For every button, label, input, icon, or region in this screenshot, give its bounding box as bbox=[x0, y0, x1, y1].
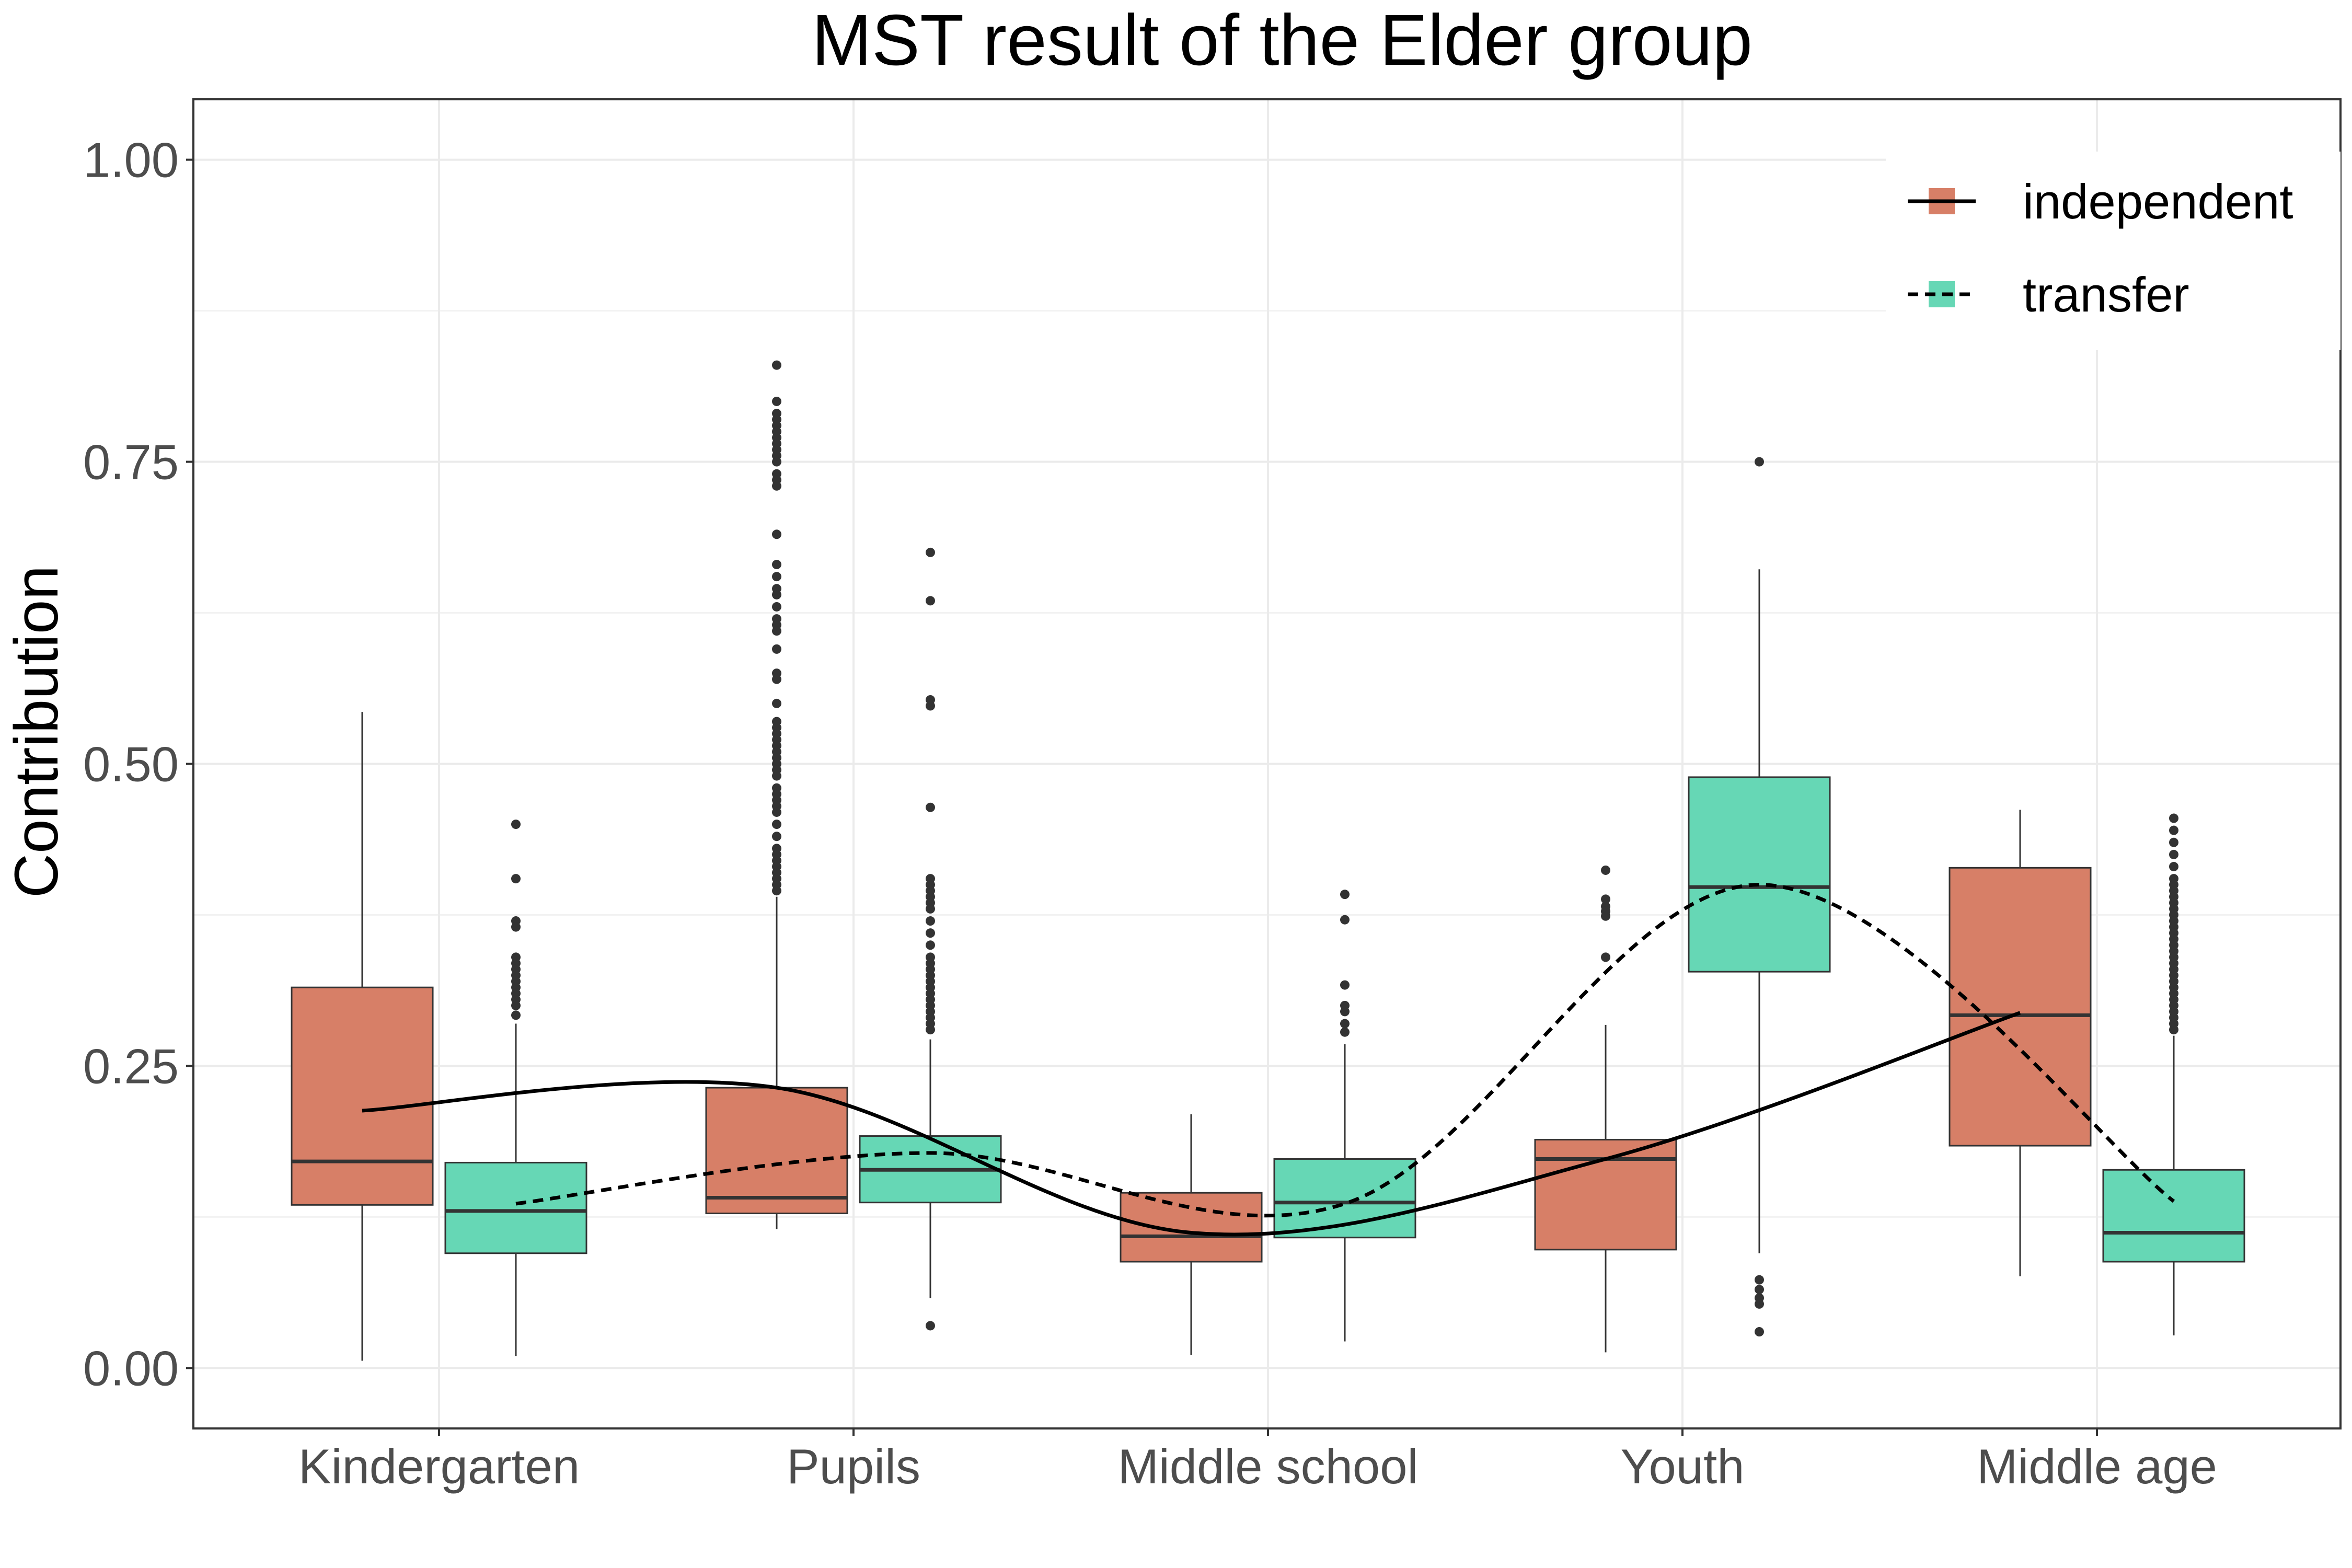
trend-line-transfer bbox=[515, 883, 2175, 1218]
outlier-point bbox=[772, 807, 781, 817]
box-independent-0 bbox=[291, 712, 434, 1361]
outlier-point bbox=[511, 1000, 521, 1010]
box-transfer-1 bbox=[859, 547, 1002, 1331]
box-body bbox=[1688, 776, 1831, 973]
outlier-point bbox=[1340, 1027, 1350, 1037]
outlier-point bbox=[1601, 911, 1610, 921]
box-independent-1 bbox=[705, 360, 848, 1229]
outlier-point bbox=[1340, 1019, 1350, 1029]
legend-label: independent bbox=[2023, 174, 2293, 229]
outlier-point bbox=[772, 572, 781, 582]
x-tick-label: Youth bbox=[1620, 1439, 1744, 1494]
y-tick-label: 0.50 bbox=[83, 737, 179, 792]
outlier-point bbox=[2169, 1025, 2178, 1035]
box-body bbox=[1120, 1192, 1263, 1263]
legend-item-independent: independent bbox=[1908, 174, 2293, 229]
box-independent-2 bbox=[1120, 1114, 1263, 1355]
outlier-point bbox=[926, 928, 935, 938]
outlier-point bbox=[772, 771, 781, 781]
outlier-point bbox=[772, 602, 781, 612]
y-axis: 0.00 0.25 0.50 0.75 1.00 bbox=[83, 133, 193, 1396]
outlier-point bbox=[772, 832, 781, 841]
outlier-point bbox=[772, 590, 781, 599]
outlier-point bbox=[1340, 980, 1350, 990]
outlier-point bbox=[772, 457, 781, 467]
outlier-point bbox=[926, 802, 935, 812]
trend-line-independent bbox=[362, 1011, 2021, 1237]
outlier-point bbox=[772, 396, 781, 406]
outlier-point bbox=[1340, 890, 1350, 900]
x-tick-label: Pupils bbox=[787, 1439, 920, 1494]
outlier-point bbox=[2169, 849, 2178, 859]
outlier-point bbox=[926, 1025, 935, 1035]
outlier-point bbox=[2169, 837, 2178, 847]
y-tick-label: 1.00 bbox=[83, 133, 179, 188]
series-transfer bbox=[444, 457, 2245, 1356]
legend-background bbox=[1886, 152, 2341, 350]
outlier-point bbox=[772, 886, 781, 896]
box-body bbox=[291, 986, 434, 1206]
chart-title: MST result of the Elder group bbox=[812, 0, 1753, 80]
box-body bbox=[705, 1087, 848, 1214]
outlier-point bbox=[772, 560, 781, 570]
outlier-point bbox=[772, 529, 781, 539]
outlier-point bbox=[1601, 865, 1610, 875]
outlier-point bbox=[1755, 457, 1764, 467]
x-tick-label: Middle school bbox=[1118, 1439, 1419, 1494]
outlier-point bbox=[1601, 894, 1610, 904]
outlier-point bbox=[1755, 1285, 1764, 1295]
outlier-point bbox=[926, 596, 935, 606]
outlier-point bbox=[772, 820, 781, 829]
legend: independent transfer bbox=[1886, 152, 2341, 350]
outlier-point bbox=[926, 904, 935, 914]
outlier-point bbox=[772, 698, 781, 708]
outlier-point bbox=[1340, 1007, 1350, 1017]
box-transfer-3 bbox=[1688, 457, 1831, 1337]
legend-label: transfer bbox=[2023, 267, 2189, 322]
outlier-point bbox=[1755, 1275, 1764, 1285]
outlier-point bbox=[2169, 825, 2178, 835]
box-body bbox=[1534, 1138, 1677, 1251]
outlier-point bbox=[2169, 813, 2178, 823]
y-axis-label: Contribution bbox=[2, 566, 71, 898]
outlier-point bbox=[1340, 915, 1350, 925]
box-body bbox=[444, 1161, 587, 1254]
outlier-point bbox=[926, 547, 935, 557]
outlier-point bbox=[1755, 1299, 1764, 1309]
box-transfer-0 bbox=[444, 820, 587, 1356]
y-tick-label: 0.25 bbox=[83, 1039, 179, 1093]
outlier-point bbox=[511, 1010, 521, 1020]
box-body bbox=[2102, 1169, 2245, 1263]
legend-item-transfer: transfer bbox=[1908, 267, 2189, 322]
outlier-point bbox=[772, 674, 781, 684]
outlier-point bbox=[511, 922, 521, 932]
outlier-point bbox=[772, 360, 781, 370]
y-tick-label: 0.75 bbox=[83, 435, 179, 490]
x-axis: Kindergarten Pupils Middle school Youth Midd… bbox=[298, 1428, 2217, 1494]
x-tick-label: Kindergarten bbox=[298, 1439, 580, 1494]
x-tick-label: Middle age bbox=[1977, 1439, 2217, 1494]
outlier-point bbox=[511, 874, 521, 884]
outlier-point bbox=[511, 820, 521, 829]
box-body bbox=[1949, 867, 2092, 1147]
outlier-point bbox=[772, 626, 781, 636]
outlier-point bbox=[1601, 952, 1610, 962]
box-transfer-4 bbox=[2102, 813, 2245, 1335]
outlier-point bbox=[1755, 1327, 1764, 1337]
outlier-point bbox=[926, 916, 935, 926]
y-tick-label: 0.00 bbox=[83, 1341, 179, 1396]
outlier-point bbox=[772, 644, 781, 654]
outlier-point bbox=[926, 1321, 935, 1331]
outlier-point bbox=[926, 940, 935, 950]
outlier-point bbox=[772, 481, 781, 491]
outlier-point bbox=[926, 701, 935, 711]
outlier-point bbox=[2169, 862, 2178, 872]
